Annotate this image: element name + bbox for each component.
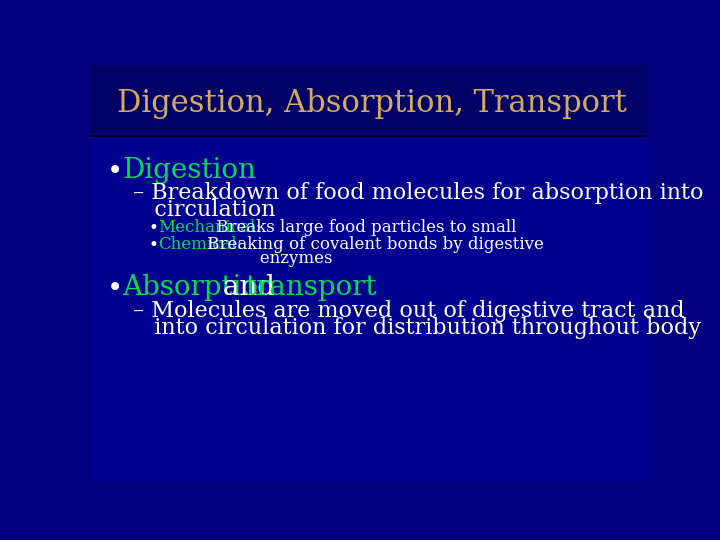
Text: Chemical:: Chemical: bbox=[158, 236, 243, 253]
Text: Mechanical:: Mechanical: bbox=[158, 219, 261, 236]
Text: and: and bbox=[214, 274, 284, 301]
Text: Digestion: Digestion bbox=[122, 157, 256, 184]
Text: •: • bbox=[107, 274, 123, 302]
Bar bbox=[90, 65, 648, 134]
Text: Absorption: Absorption bbox=[122, 274, 276, 301]
Text: circulation: circulation bbox=[132, 199, 275, 221]
Text: Breaking of covalent bonds by digestive: Breaking of covalent bonds by digestive bbox=[202, 236, 544, 253]
Bar bbox=[90, 136, 648, 481]
Text: •: • bbox=[148, 236, 158, 254]
Text: •: • bbox=[148, 219, 158, 237]
Text: – Breakdown of food molecules for absorption into: – Breakdown of food molecules for absorp… bbox=[132, 182, 703, 204]
Text: into circulation for distribution throughout body: into circulation for distribution throug… bbox=[132, 316, 701, 339]
Text: – Molecules are moved out of digestive tract and: – Molecules are moved out of digestive t… bbox=[132, 300, 684, 322]
Text: Digestion, Absorption, Transport: Digestion, Absorption, Transport bbox=[117, 88, 627, 119]
Text: Breaks large food particles to small: Breaks large food particles to small bbox=[211, 219, 516, 236]
Text: transport: transport bbox=[245, 274, 377, 301]
Text: •: • bbox=[107, 157, 123, 185]
Text: enzymes: enzymes bbox=[202, 249, 332, 267]
